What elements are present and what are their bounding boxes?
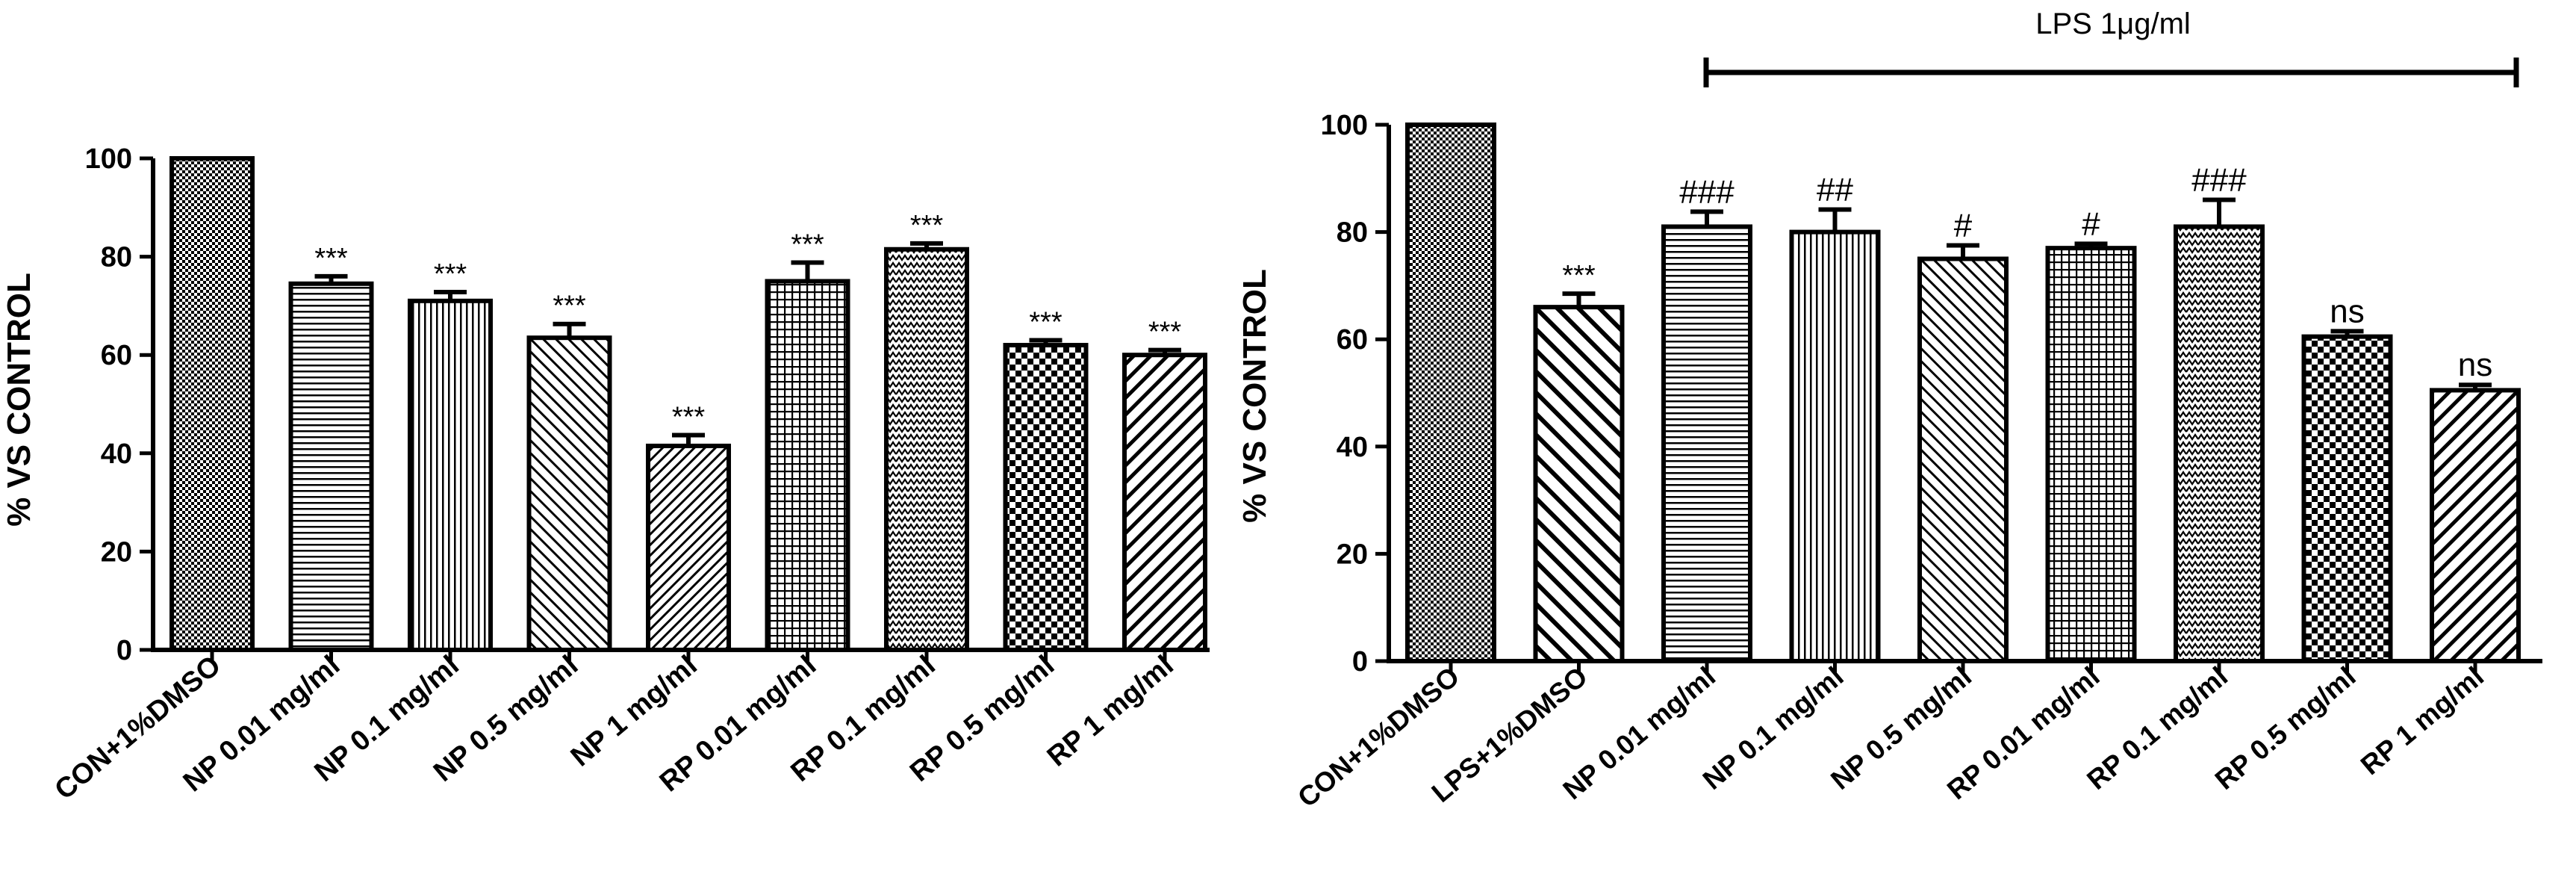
significance-label: *** xyxy=(1029,306,1063,338)
y-tick-label: 100 xyxy=(1321,110,1368,141)
bar xyxy=(2301,334,2393,663)
significance-label: # xyxy=(1954,208,1973,244)
y-axis-title: % VS CONTROL xyxy=(1236,269,1273,523)
bar xyxy=(1661,224,1752,664)
y-tick-label: 60 xyxy=(101,340,132,371)
significance-label: ns xyxy=(2458,347,2492,383)
bar xyxy=(408,298,493,652)
bar xyxy=(2045,246,2137,663)
bar xyxy=(169,156,255,652)
significance-label: *** xyxy=(672,401,706,433)
bar xyxy=(765,279,850,652)
bar xyxy=(526,335,612,652)
significance-label: *** xyxy=(434,258,467,290)
chart-title: LPS 1μg/ml xyxy=(2035,7,2191,40)
y-tick-label: 20 xyxy=(101,536,132,568)
bar xyxy=(1405,123,1496,663)
x-tick-label: RP 1 mg/ml xyxy=(1042,650,1180,773)
significance-label: *** xyxy=(553,291,586,322)
x-tick-label: NP 0.1 mg/ml xyxy=(1697,661,1849,796)
bar xyxy=(1917,256,2009,663)
bar xyxy=(646,443,731,652)
bar xyxy=(2430,388,2521,663)
significance-label: ns xyxy=(2330,293,2364,329)
y-tick-label: 40 xyxy=(101,438,132,470)
significance-label: ## xyxy=(1817,171,1853,208)
y-tick-label: 100 xyxy=(85,143,132,175)
significance-label: *** xyxy=(910,210,944,241)
significance-label: *** xyxy=(1148,317,1182,348)
y-tick-label: 0 xyxy=(1352,646,1368,678)
bar xyxy=(2174,224,2265,664)
bar xyxy=(288,281,374,652)
y-tick-label: 60 xyxy=(1337,324,1368,356)
bar xyxy=(1789,229,1881,664)
bar xyxy=(1003,343,1089,652)
x-tick-label: RP 0.1 mg/ml xyxy=(2081,661,2233,796)
y-tick-label: 80 xyxy=(101,242,132,273)
y-axis-title: % VS CONTROL xyxy=(1,273,37,527)
bar xyxy=(1122,353,1207,652)
y-tick-label: 80 xyxy=(1337,217,1368,249)
significance-label: # xyxy=(2082,205,2100,242)
bar xyxy=(1533,305,1625,663)
significance-label: ### xyxy=(2191,162,2247,199)
significance-label: ### xyxy=(1679,173,1735,210)
x-tick-label: RP 0.5 mg/ml xyxy=(2209,661,2362,796)
significance-label: *** xyxy=(1562,260,1596,291)
x-tick-label: RP 1 mg/ml xyxy=(2355,661,2489,781)
y-tick-label: 40 xyxy=(1337,432,1368,463)
chart-right: % VS CONTROLCON+1%DMSO***LPS+1%DMSO###NP… xyxy=(1236,7,2542,813)
y-tick-label: 0 xyxy=(116,635,132,666)
significance-label: *** xyxy=(314,243,348,274)
y-tick-label: 20 xyxy=(1337,539,1368,570)
bar xyxy=(884,247,969,653)
significance-label: *** xyxy=(791,229,824,260)
